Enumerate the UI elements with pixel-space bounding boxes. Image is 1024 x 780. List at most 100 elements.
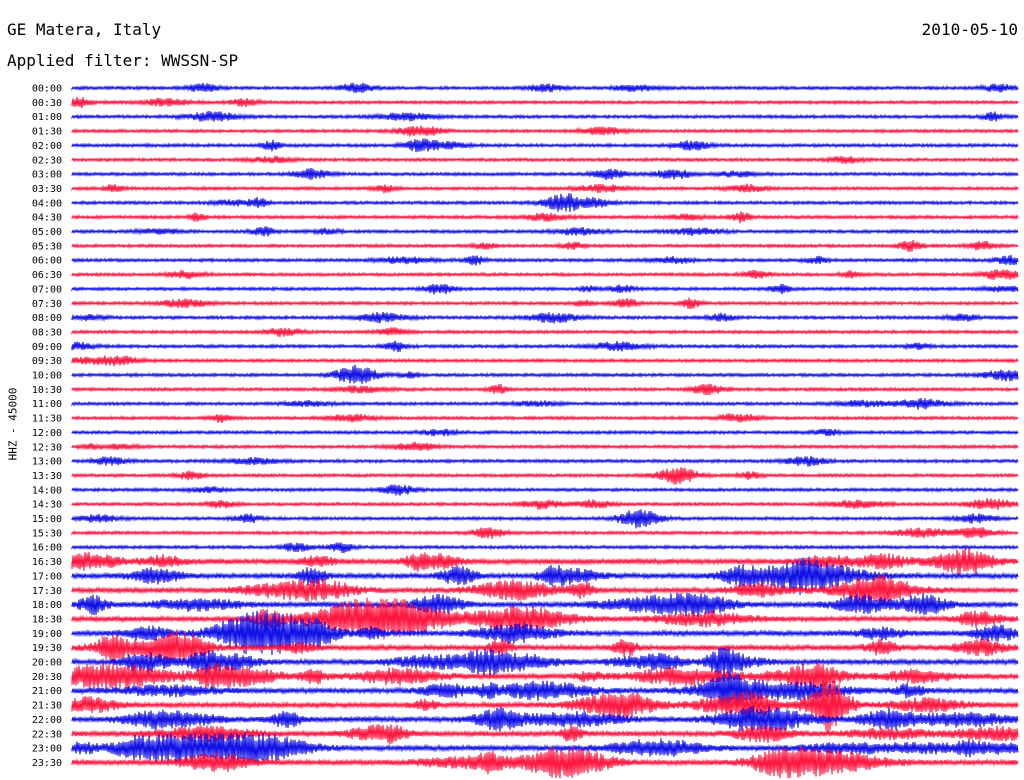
seismic-trace: [71, 732, 1019, 764]
time-tick-label: 20:00: [32, 658, 62, 669]
seismic-trace: [71, 110, 1019, 122]
time-tick-label: 08:00: [32, 313, 62, 324]
seismic-trace: [71, 467, 1019, 485]
seismic-trace: [71, 673, 1019, 708]
seismic-trace: [71, 364, 1019, 385]
time-tick-label: 16:30: [32, 557, 62, 568]
time-tick-label: 03:00: [32, 170, 62, 181]
seismic-trace: [71, 168, 1019, 180]
seismic-trace: [71, 542, 1019, 554]
seismic-trace: [71, 662, 1019, 691]
time-tick-label: 11:00: [32, 399, 62, 410]
seismic-trace: [71, 610, 1019, 656]
station-title: GE Matera, Italy: [7, 20, 162, 39]
time-tick-label: 07:00: [32, 284, 62, 295]
time-tick-label: 13:00: [32, 457, 62, 468]
time-tick-label: 09:30: [32, 356, 62, 367]
seismic-trace: [71, 455, 1019, 467]
time-tick-label: 22:30: [32, 729, 62, 740]
time-tick-label: 14:00: [32, 485, 62, 496]
time-tick-label: 02:30: [32, 155, 62, 166]
seismic-trace: [71, 484, 1019, 496]
record-date: 2010-05-10: [921, 20, 1018, 39]
seismic-trace: [71, 327, 1019, 338]
seismic-trace: [71, 679, 1019, 734]
time-tick-label: 12:00: [32, 428, 62, 439]
time-tick-label: 03:30: [32, 184, 62, 195]
filter-label: Applied filter: WWSSN-SP: [7, 51, 239, 70]
seismic-trace: [71, 226, 1019, 237]
time-tick-label: 19:30: [32, 643, 62, 654]
seismic-trace: [71, 705, 1019, 733]
time-tick-label: 21:30: [32, 701, 62, 712]
time-tick-label: 07:30: [32, 299, 62, 310]
seismic-trace: [71, 138, 1019, 153]
seismic-trace: [71, 592, 1019, 617]
seismic-trace: [71, 183, 1019, 194]
time-tick-label: 05:00: [32, 227, 62, 238]
time-tick-label: 17:30: [32, 586, 62, 597]
seismic-trace: [71, 498, 1019, 510]
seismic-trace: [71, 96, 1019, 108]
seismic-trace: [71, 125, 1019, 137]
seismic-trace: [71, 574, 1019, 606]
time-tick-label: 02:00: [32, 141, 62, 152]
time-tick-label: 04:00: [32, 198, 62, 209]
seismic-trace: [71, 441, 1019, 451]
time-tick-label: 17:00: [32, 571, 62, 582]
time-tick-label: 22:00: [32, 715, 62, 726]
seismic-trace: [71, 547, 1019, 575]
time-tick-group: 00:00 00:30 01:00 01:30 02:00 02:30 03:00 03:30…: [32, 84, 62, 769]
time-tick-label: 08:30: [32, 327, 62, 338]
time-tick-label: 11:30: [32, 414, 62, 425]
time-tick-label: 21:00: [32, 686, 62, 697]
seismic-trace: [71, 647, 1019, 677]
seismic-trace: [71, 509, 1019, 529]
time-tick-label: 09:00: [32, 342, 62, 353]
seismic-trace: [71, 240, 1019, 252]
time-tick-label: 20:30: [32, 672, 62, 683]
seismic-trace: [71, 283, 1019, 295]
seismic-trace: [71, 82, 1019, 94]
time-tick-label: 00:30: [32, 98, 62, 109]
time-tick-label: 10:30: [32, 385, 62, 396]
time-tick-label: 18:30: [32, 614, 62, 625]
time-tick-label: 18:00: [32, 600, 62, 611]
seismic-trace: [71, 355, 1019, 367]
time-tick-label: 06:30: [32, 270, 62, 281]
time-tick-label: 23:00: [32, 744, 62, 755]
time-tick-label: 19:00: [32, 629, 62, 640]
time-tick-label: 06:00: [32, 256, 62, 267]
time-tick-label: 01:30: [32, 127, 62, 138]
time-tick-label: 00:00: [32, 84, 62, 95]
seismic-trace: [71, 383, 1019, 396]
seismic-trace: [71, 193, 1019, 213]
time-tick-label: 23:30: [32, 758, 62, 769]
seismic-trace: [71, 724, 1019, 745]
seismic-trace: [71, 255, 1019, 266]
time-tick-label: 04:30: [32, 213, 62, 224]
seismic-trace: [71, 311, 1019, 324]
seismic-trace: [71, 745, 1019, 779]
seismic-trace: [71, 629, 1019, 664]
time-tick-label: 15:00: [32, 514, 62, 525]
seismic-trace: [71, 413, 1019, 424]
seismic-trace: [71, 397, 1019, 410]
time-tick-label: 14:30: [32, 500, 62, 511]
seismic-trace: [71, 297, 1019, 310]
time-tick-label: 16:00: [32, 543, 62, 554]
time-tick-label: 01:00: [32, 112, 62, 123]
time-tick-label: 10:00: [32, 371, 62, 382]
seismic-trace: [71, 597, 1019, 640]
seismic-trace: [71, 428, 1019, 437]
trace-group: [71, 82, 1019, 779]
time-tick-label: 13:30: [32, 471, 62, 482]
seismic-trace: [71, 269, 1019, 280]
seismic-trace: [71, 527, 1019, 539]
time-tick-label: 12:30: [32, 442, 62, 453]
seismic-trace: [71, 340, 1019, 353]
seismic-trace: [71, 556, 1019, 595]
seismic-trace: [71, 211, 1019, 224]
time-tick-label: 05:30: [32, 241, 62, 252]
